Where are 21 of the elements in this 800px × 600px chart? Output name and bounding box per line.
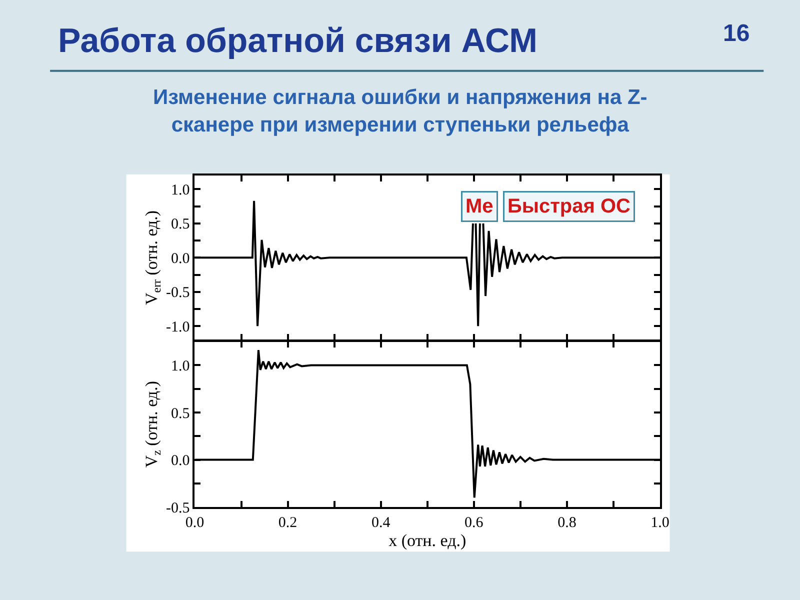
x-tick-label: 0.6 [464,515,484,532]
x-tick-label: 1.0 [650,515,670,532]
annotation: Ме [466,196,494,218]
x-tick-label: 0.0 [185,515,204,532]
y-tick-label: 1.0 [170,182,190,198]
text: 16 [723,20,750,47]
y-tick-label: -0.5 [166,285,190,302]
x-tick-label: 0.2 [278,515,298,532]
y-tick-label: 0.0 [170,250,190,267]
x-tick-label: 0.4 [371,515,391,532]
y-tick-label: 1.0 [170,358,190,374]
chart-title: Работа обратной связи АСМ [58,22,538,60]
annotation: Быстрая ОС [508,196,630,218]
y-tick-label: 0.5 [170,406,190,422]
chart-subtitle: Изменение сигнала ошибки и напряжения на Z-сканере при измерении ступеньки рельефа [153,86,648,136]
y-tick-label: 0.0 [170,453,190,470]
y-tick-label: 0.5 [170,216,190,233]
x-axis-title: x (отн. ед.) [388,531,466,550]
x-tick-label: 0.8 [558,515,576,532]
y-tick-label: -1.0 [166,319,190,336]
y-tick-label: -0.5 [166,500,190,516]
